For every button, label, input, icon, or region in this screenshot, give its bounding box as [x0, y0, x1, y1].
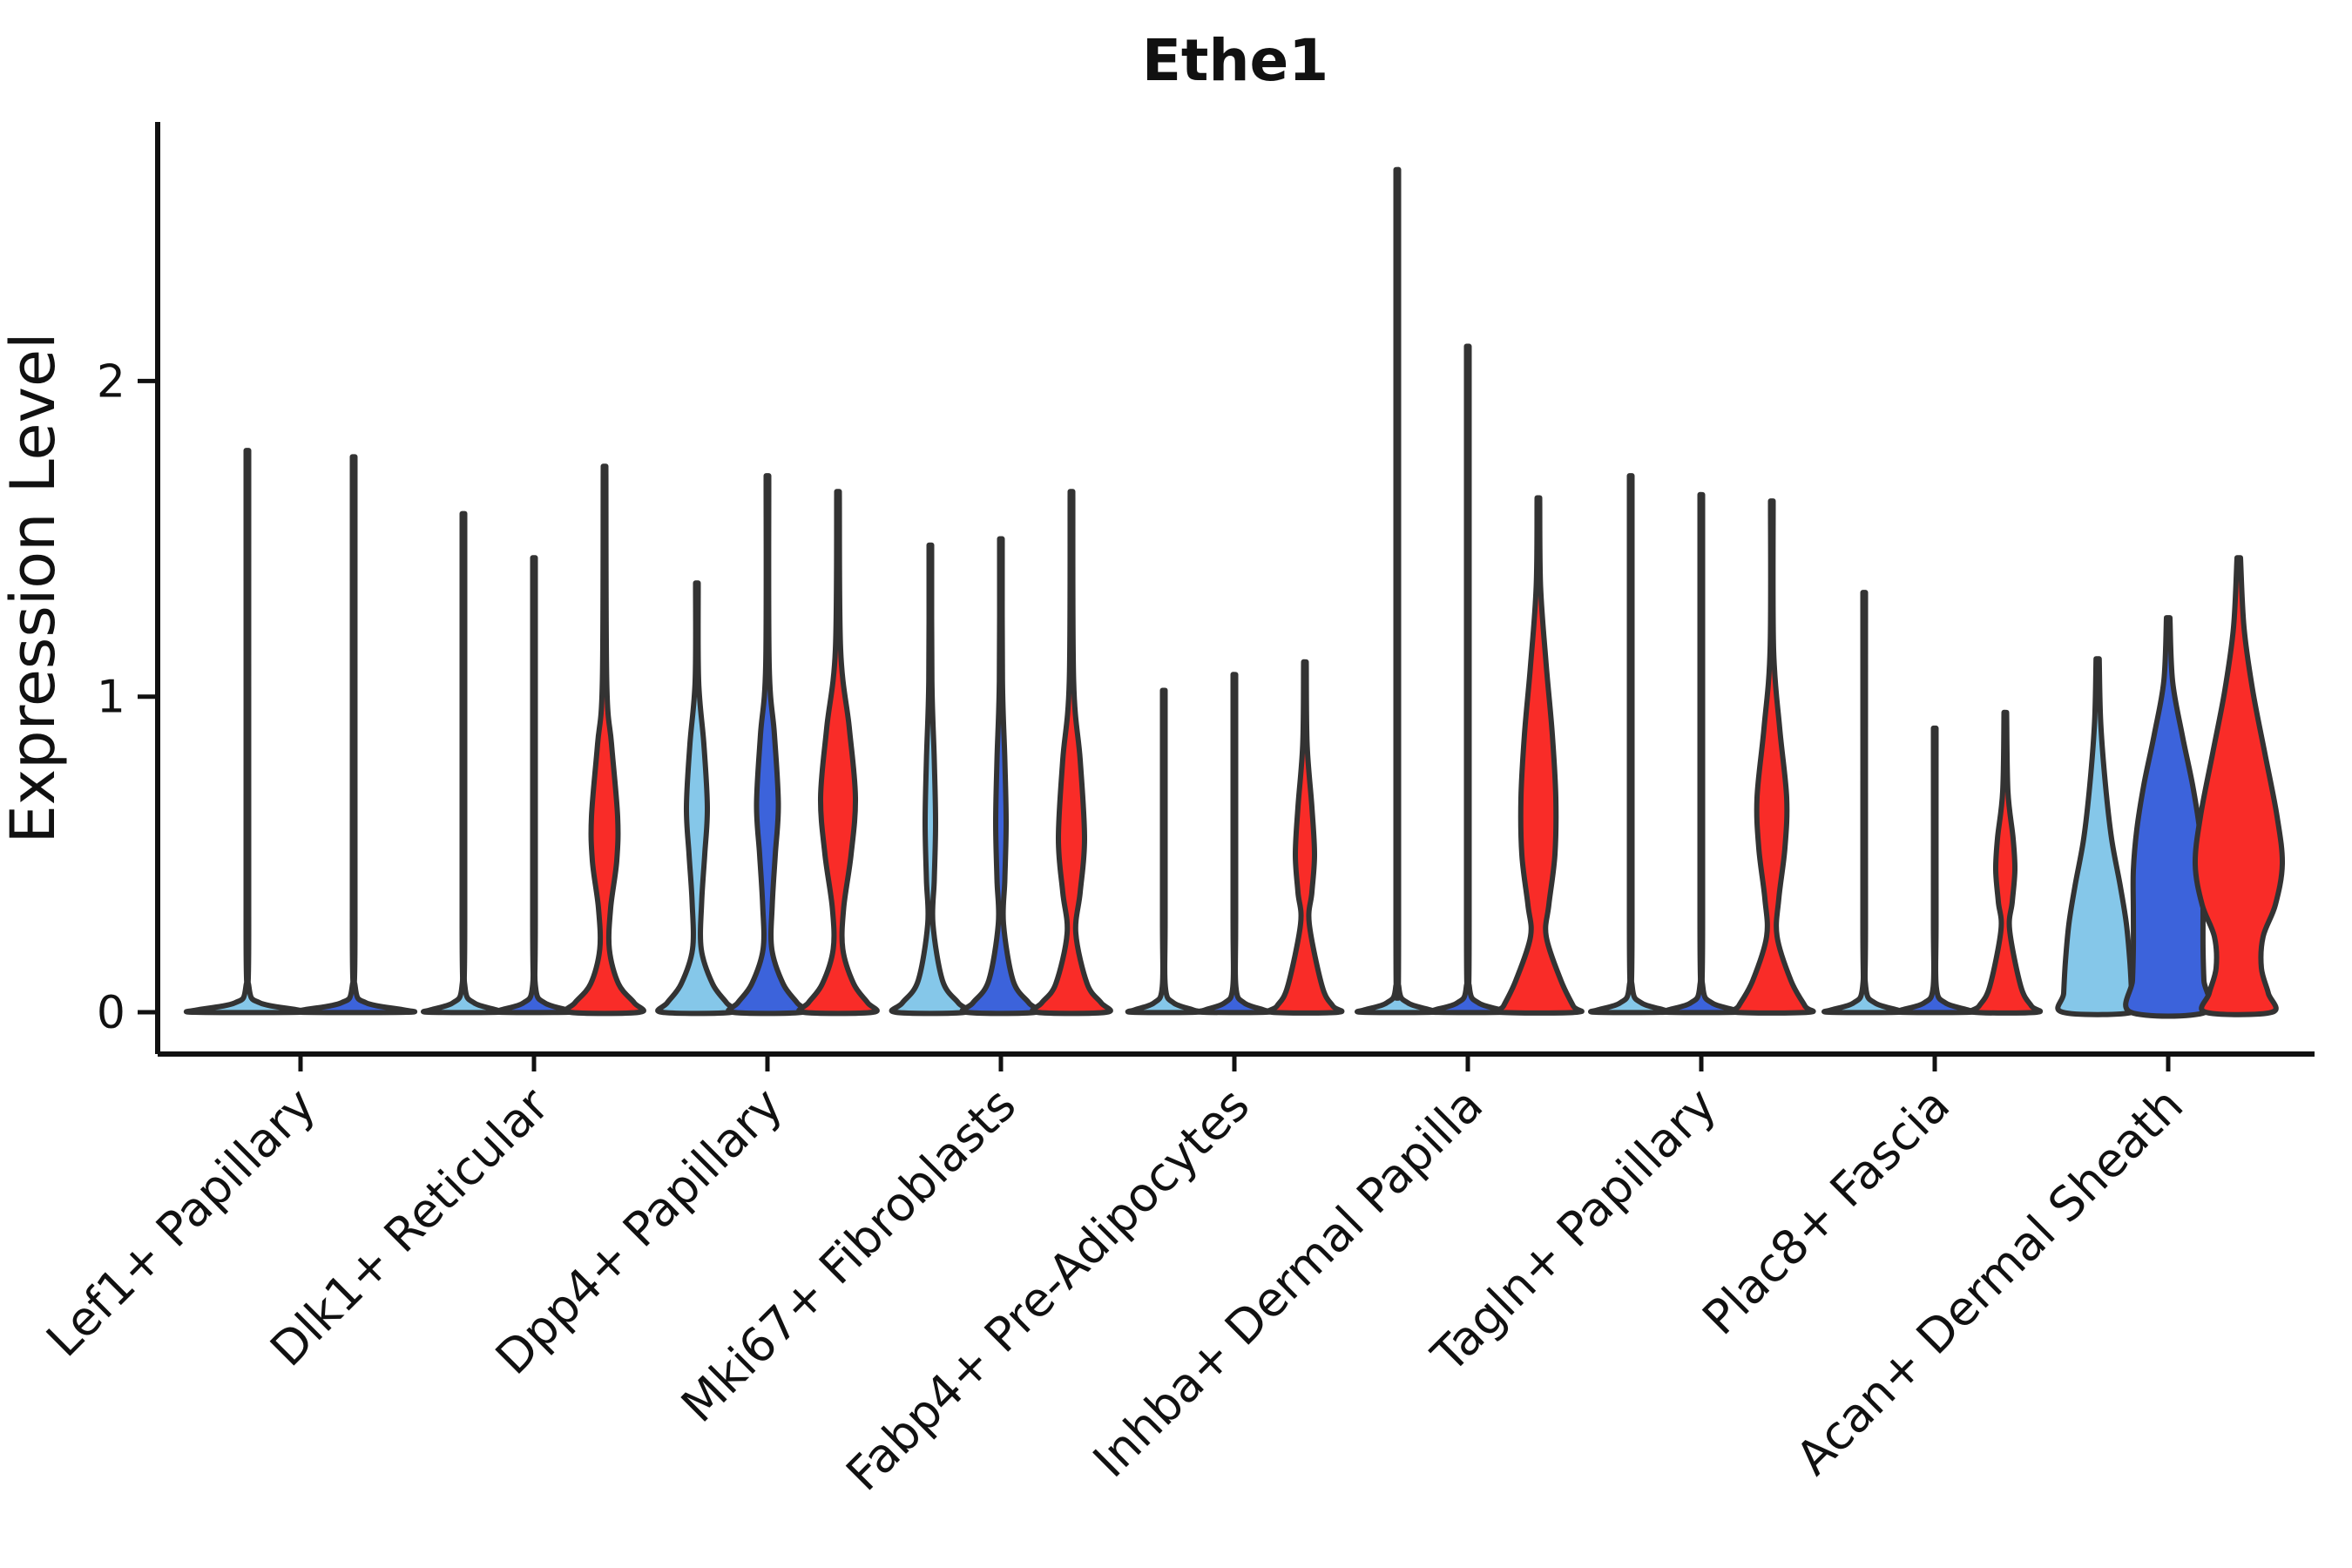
- violin-fabp4-pre-adipocytes-light_blue: [1125, 687, 1203, 1016]
- violin-tagln-papillary-light_blue: [1588, 473, 1673, 1016]
- chart-title: Ethe1: [1142, 27, 1328, 94]
- violin-mki67-fibroblasts-dark_blue: [959, 536, 1043, 1017]
- y-tick-label: 2: [97, 355, 125, 408]
- violin-plac8-fascia-dark_blue: [1892, 725, 1977, 1016]
- y-axis-label: Expression Level: [0, 332, 69, 843]
- x-tick-label-inhba-dermal-papilla: Inhba+ Dermal Papilla: [1083, 1078, 1493, 1488]
- violin-mki67-fibroblasts-light_blue: [889, 542, 972, 1017]
- violin-group-tagln-papillary: [1588, 473, 1816, 1016]
- violin-lef1-papillary-light_blue: [183, 448, 312, 1016]
- x-tick-label-fabp4-pre-adipocytes: Fabp4+ Pre-Adipocytes: [835, 1078, 1260, 1502]
- y-tick-label: 1: [97, 672, 125, 724]
- violin-group-fabp4-pre-adipocytes: [1125, 659, 1345, 1016]
- violin-dlk1-reticular-dark_blue: [491, 555, 577, 1016]
- violin-tagln-papillary-red: [1727, 498, 1816, 1016]
- violin-dlk1-reticular-red: [563, 463, 646, 1017]
- violin-inhba-dermal-papilla-red: [1492, 495, 1585, 1016]
- violin-fabp4-pre-adipocytes-red: [1265, 659, 1345, 1016]
- violin-group-acan-dermal-sheath: [2055, 555, 2286, 1019]
- violin-group-mki67-fibroblasts: [889, 489, 1113, 1017]
- violin-group-inhba-dermal-papilla: [1355, 166, 1585, 1016]
- violin-dpp4-papillary-red: [796, 489, 880, 1017]
- y-tick-label: 0: [97, 987, 125, 1039]
- violin-inhba-dermal-papilla-dark_blue: [1425, 343, 1511, 1016]
- x-tick-label-plac8-fascia: Plac8+ Fascia: [1692, 1078, 1960, 1346]
- violin-group-lef1-papillary: [183, 448, 418, 1016]
- violin-plac8-fascia-red: [1967, 709, 2044, 1016]
- violin-group-dpp4-papillary: [655, 473, 880, 1017]
- violin-group-plac8-fascia: [1821, 590, 2044, 1016]
- violin-acan-dermal-sheath-red: [2192, 555, 2286, 1017]
- violin-acan-dermal-sheath-light_blue: [2055, 656, 2140, 1017]
- violin-lef1-papillary-dark_blue: [289, 454, 418, 1016]
- violin-dpp4-papillary-light_blue: [655, 580, 739, 1017]
- violin-acan-dermal-sheath-dark_blue: [2123, 615, 2213, 1019]
- violin-mki67-fibroblasts-red: [1030, 489, 1113, 1017]
- violin-group-dlk1-reticular: [421, 463, 646, 1017]
- x-tick-label-acan-dermal-sheath: Acan+ Dermal Sheath: [1786, 1078, 2193, 1485]
- violin-inhba-dermal-papilla-light_blue: [1355, 166, 1440, 1016]
- violin-plac8-fascia-light_blue: [1821, 590, 1907, 1016]
- violin-fabp4-pre-adipocytes-dark_blue: [1195, 672, 1274, 1016]
- violin-tagln-papillary-dark_blue: [1659, 491, 1744, 1016]
- violin-dlk1-reticular-light_blue: [421, 510, 506, 1016]
- violin-dpp4-papillary-dark_blue: [726, 473, 809, 1017]
